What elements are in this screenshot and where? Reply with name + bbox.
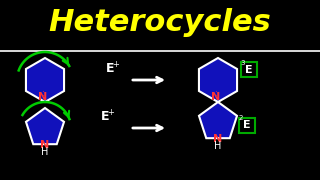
Polygon shape [26, 108, 64, 144]
Text: N: N [213, 134, 223, 144]
FancyBboxPatch shape [241, 62, 257, 77]
Text: Heterocycles: Heterocycles [49, 8, 271, 37]
Text: +: + [108, 107, 115, 116]
Polygon shape [199, 102, 237, 138]
Text: E: E [101, 109, 109, 123]
Text: +: + [113, 60, 119, 69]
Polygon shape [199, 58, 237, 102]
Text: E: E [245, 64, 253, 75]
Text: N: N [38, 92, 48, 102]
Text: N: N [40, 140, 50, 150]
Text: E: E [243, 120, 251, 130]
Text: :: : [215, 89, 217, 98]
Text: H: H [214, 141, 222, 151]
Polygon shape [26, 58, 64, 102]
FancyBboxPatch shape [239, 118, 255, 133]
Text: E: E [106, 62, 114, 75]
Text: N: N [212, 92, 220, 102]
Text: :: : [42, 89, 44, 98]
Text: 2: 2 [239, 116, 243, 122]
Text: 3: 3 [241, 60, 245, 66]
Text: H: H [41, 147, 49, 157]
